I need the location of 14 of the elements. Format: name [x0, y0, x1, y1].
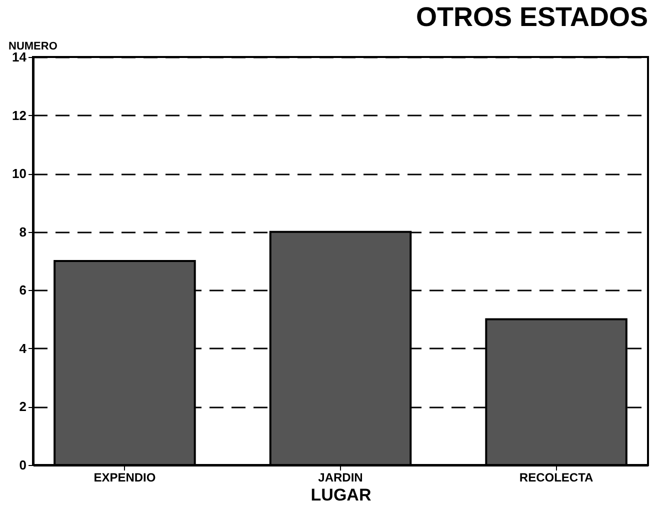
x-tick-label: EXPENDIO — [94, 470, 156, 484]
y-tick-label: 6 — [19, 282, 26, 298]
x-tick-label: RECOLECTA — [519, 470, 594, 484]
y-tick-label: 12 — [12, 108, 26, 123]
y-tick-label: 0 — [19, 458, 26, 472]
x-axis-title: LUGAR — [310, 486, 372, 504]
y-axis-title: NUMERO — [8, 40, 58, 52]
y-tick-label: 14 — [12, 50, 28, 64]
y-tick-label: 2 — [19, 399, 26, 414]
x-tick-label: JARDIN — [318, 470, 363, 484]
y-tick-label: 4 — [19, 340, 28, 356]
chart-title: OTROS ESTADOS — [416, 2, 648, 32]
y-tick-label: 8 — [19, 224, 26, 240]
y-tick-label: 10 — [12, 166, 26, 182]
